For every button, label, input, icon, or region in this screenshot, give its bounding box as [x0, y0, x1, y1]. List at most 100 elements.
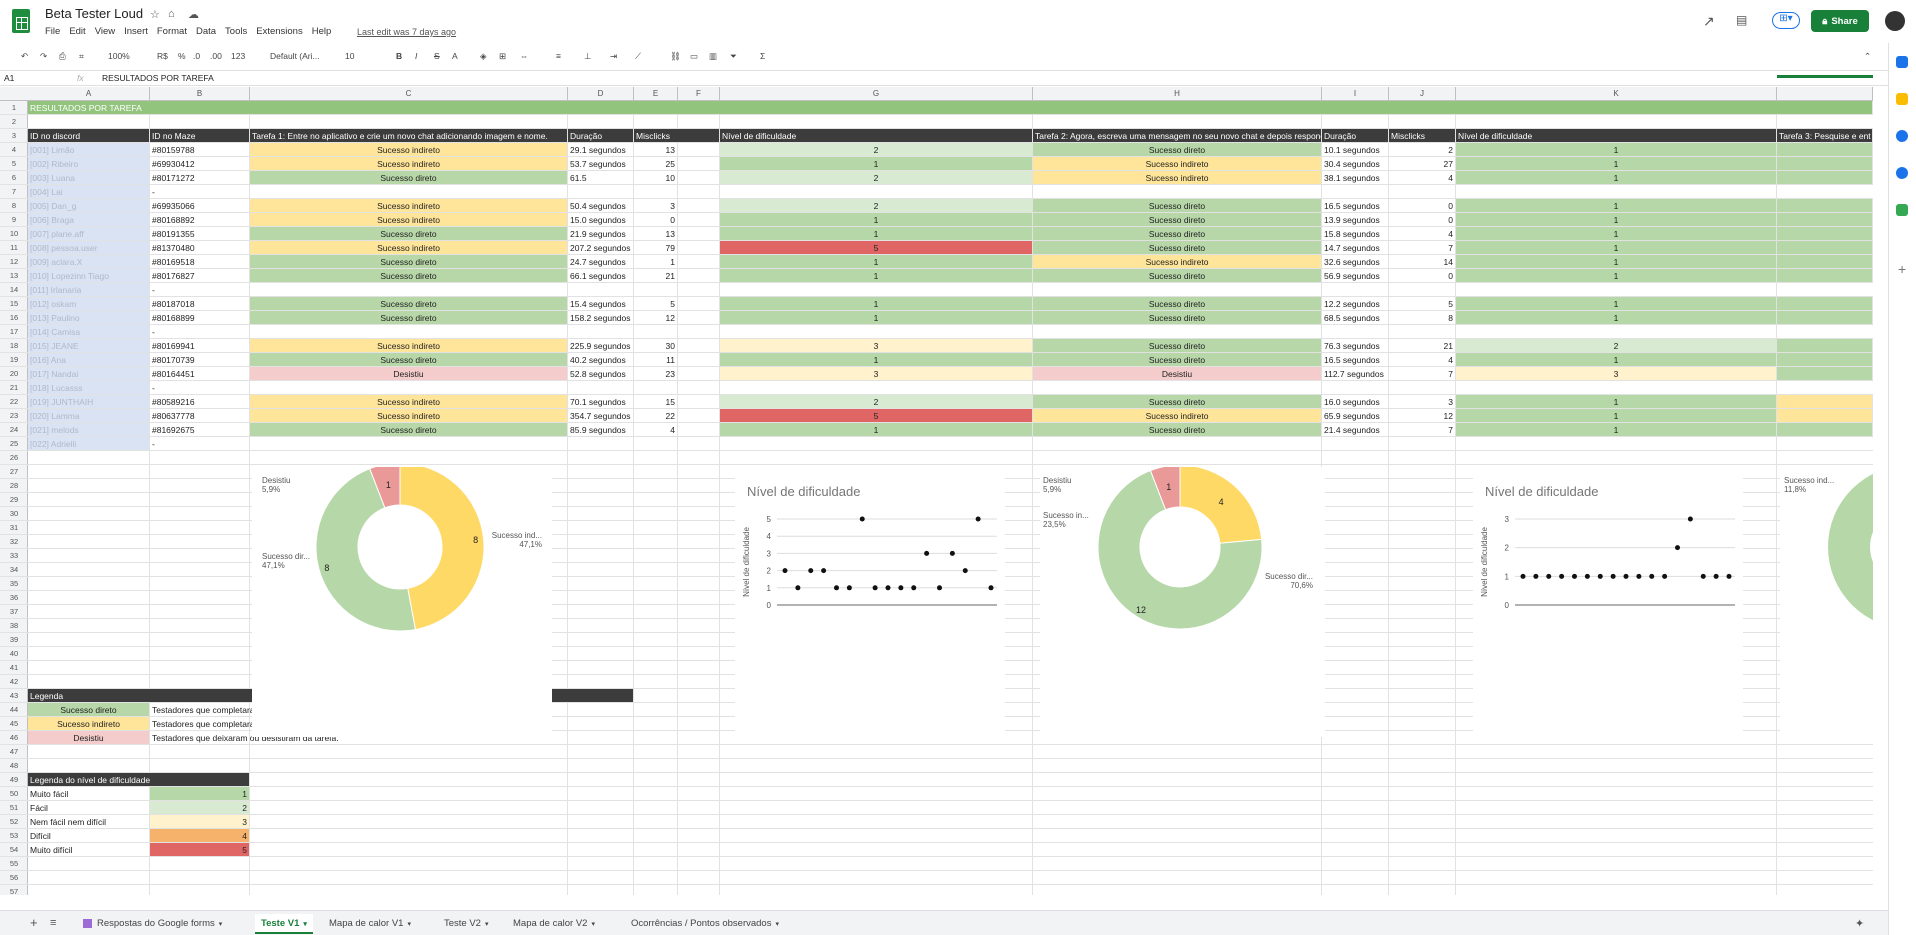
data-point[interactable]	[962, 568, 968, 574]
maze-id-cell[interactable]: #80169518	[150, 255, 250, 269]
task1-misclicks-cell[interactable]: 25	[634, 157, 678, 171]
tab-dropdown-icon[interactable]: ▾	[591, 921, 595, 928]
align-left-icon[interactable]: ≡	[556, 51, 561, 61]
row-header[interactable]: 25	[0, 437, 28, 451]
task2-duration-cell[interactable]: 10.1 segundos	[1322, 143, 1389, 157]
task1-result-cell[interactable]: Sucesso direto	[250, 297, 568, 311]
task3-result-cell[interactable]	[1777, 269, 1873, 283]
legend-label[interactable]: Sucesso direto	[28, 703, 150, 717]
task3-result-cell[interactable]	[1777, 227, 1873, 241]
task1-duration-cell[interactable]: 70.1 segundos	[568, 395, 634, 409]
star-icon[interactable]: ☆	[150, 9, 160, 21]
data-point[interactable]	[834, 585, 839, 591]
task1-duration-cell[interactable]: 50.4 segundos	[568, 199, 634, 213]
sheet-title-cell[interactable]: RESULTADOS POR TAREFA	[28, 101, 1873, 115]
insert-chart-icon[interactable]: ▥	[709, 51, 718, 61]
task2-difficulty-scatter[interactable]: Nível de dificuldade Nível de dificuldade…	[1473, 467, 1743, 737]
row-header[interactable]: 36	[0, 591, 28, 605]
menu-extensions[interactable]: Extensions	[256, 26, 303, 37]
header-duration[interactable]: Duração	[568, 129, 634, 143]
text-color-button[interactable]: A	[452, 51, 458, 61]
task2-difficulty-cell[interactable]: 1	[1456, 297, 1777, 311]
insert-comment-icon[interactable]: ▭	[690, 51, 699, 61]
row-header[interactable]: 12	[0, 255, 28, 269]
discord-id-cell[interactable]: [005] Dan_g	[28, 199, 150, 213]
tab-dropdown-icon[interactable]: ▾	[303, 921, 307, 928]
row-header[interactable]: 31	[0, 521, 28, 535]
data-point[interactable]	[1713, 573, 1719, 579]
calendar-icon[interactable]	[1896, 56, 1908, 68]
row-header[interactable]: 13	[0, 269, 28, 283]
task1-difficulty-cell[interactable]: 1	[720, 423, 1033, 437]
row-header[interactable]: 18	[0, 339, 28, 353]
task1-result-cell[interactable]: Sucesso indireto	[250, 157, 568, 171]
row-header[interactable]: 34	[0, 563, 28, 577]
task3-result-cell[interactable]	[1777, 143, 1873, 157]
task2-result-cell[interactable]: Sucesso indireto	[1033, 255, 1322, 269]
task2-duration-cell[interactable]: 65.9 segundos	[1322, 409, 1389, 423]
task1-misclicks-cell[interactable]: 13	[634, 227, 678, 241]
column-header[interactable]: D	[568, 87, 634, 101]
task1-result-cell[interactable]: Sucesso direto	[250, 171, 568, 185]
all-sheets-icon[interactable]: ≡	[50, 917, 57, 929]
data-point[interactable]	[808, 568, 814, 574]
task1-donut-chart[interactable]: 1 8 8 Desistiu 5,9% Sucesso dir... 47,1% Sucess…	[252, 462, 552, 737]
task2-difficulty-cell[interactable]: 1	[1456, 269, 1777, 283]
merge-cells-icon[interactable]: ⇔	[520, 51, 529, 61]
account-avatar[interactable]	[1885, 11, 1905, 31]
column-header[interactable]: H	[1033, 87, 1322, 101]
task1-difficulty-cell[interactable]: 2	[720, 199, 1033, 213]
task1-difficulty-cell[interactable]: 1	[720, 353, 1033, 367]
pie-slice[interactable]	[315, 468, 417, 632]
task1-duration-cell[interactable]: 225.9 segundos	[568, 339, 634, 353]
maze-id-cell[interactable]: #80164451	[150, 367, 250, 381]
task1-result-cell[interactable]: Sucesso direto	[250, 227, 568, 241]
difficulty-label[interactable]: Fácil	[28, 801, 150, 815]
task2-misclicks-cell[interactable]: 0	[1389, 199, 1456, 213]
task2-duration-cell[interactable]: 32.6 segundos	[1322, 255, 1389, 269]
tab-dropdown-icon[interactable]: ▾	[218, 921, 223, 928]
row-header[interactable]: 6	[0, 171, 28, 185]
task1-difficulty-cell[interactable]: 1	[720, 227, 1033, 241]
task1-result-cell[interactable]: Sucesso direto	[250, 423, 568, 437]
task2-result-cell[interactable]: Sucesso direto	[1033, 199, 1322, 213]
discord-id-cell[interactable]: [016] Ana	[28, 353, 150, 367]
insert-link-icon[interactable]: ⛓	[670, 51, 681, 61]
task1-misclicks-cell[interactable]: 13	[634, 143, 678, 157]
maze-id-cell[interactable]: -	[150, 381, 250, 395]
data-point[interactable]	[1623, 573, 1629, 579]
row-header[interactable]: 27	[0, 465, 28, 479]
undo-icon[interactable]: ↶	[21, 51, 29, 61]
task1-misclicks-cell[interactable]: 12	[634, 311, 678, 325]
header-misclicks[interactable]: Misclicks	[634, 129, 720, 143]
task1-misclicks-cell[interactable]: 4	[634, 423, 678, 437]
row-header[interactable]: 21	[0, 381, 28, 395]
row-header[interactable]: 1	[0, 101, 28, 115]
task2-difficulty-cell[interactable]: 1	[1456, 311, 1777, 325]
task2-result-cell[interactable]: Sucesso direto	[1033, 297, 1322, 311]
task1-misclicks-cell[interactable]: 0	[634, 213, 678, 227]
task1-result-cell[interactable]: Sucesso indireto	[250, 143, 568, 157]
task1-duration-cell[interactable]: 354.7 segundos	[568, 409, 634, 423]
column-header[interactable]: J	[1389, 87, 1456, 101]
task2-donut-chart[interactable]: 1 4 12 Desistiu 5,9% Sucesso in... 23,5% Sucess…	[1040, 464, 1325, 737]
task1-duration-cell[interactable]: 21.9 segundos	[568, 227, 634, 241]
task1-difficulty-cell[interactable]: 3	[720, 367, 1033, 381]
task1-difficulty-cell[interactable]: 2	[720, 395, 1033, 409]
task2-result-cell[interactable]: Sucesso direto	[1033, 143, 1322, 157]
discord-id-cell[interactable]: [017] Nandai	[28, 367, 150, 381]
task1-result-cell[interactable]: Sucesso indireto	[250, 213, 568, 227]
task1-result-cell[interactable]: Sucesso indireto	[250, 241, 568, 255]
task1-misclicks-cell[interactable]: 79	[634, 241, 678, 255]
data-point[interactable]	[937, 585, 942, 591]
row-header[interactable]: 4	[0, 143, 28, 157]
menu-insert[interactable]: Insert	[124, 26, 148, 37]
decrease-decimal-button[interactable]: .0	[193, 51, 201, 61]
task2-result-cell[interactable]: Sucesso direto	[1033, 423, 1322, 437]
task1-result-cell[interactable]: Sucesso indireto	[250, 339, 568, 353]
task2-difficulty-cell[interactable]: 1	[1456, 255, 1777, 269]
font-size-select[interactable]: 10	[345, 51, 355, 61]
difficulty-label[interactable]: Muito fácil	[28, 787, 150, 801]
difficulty-value[interactable]: 3	[150, 815, 250, 829]
italic-button[interactable]: I	[415, 51, 418, 61]
